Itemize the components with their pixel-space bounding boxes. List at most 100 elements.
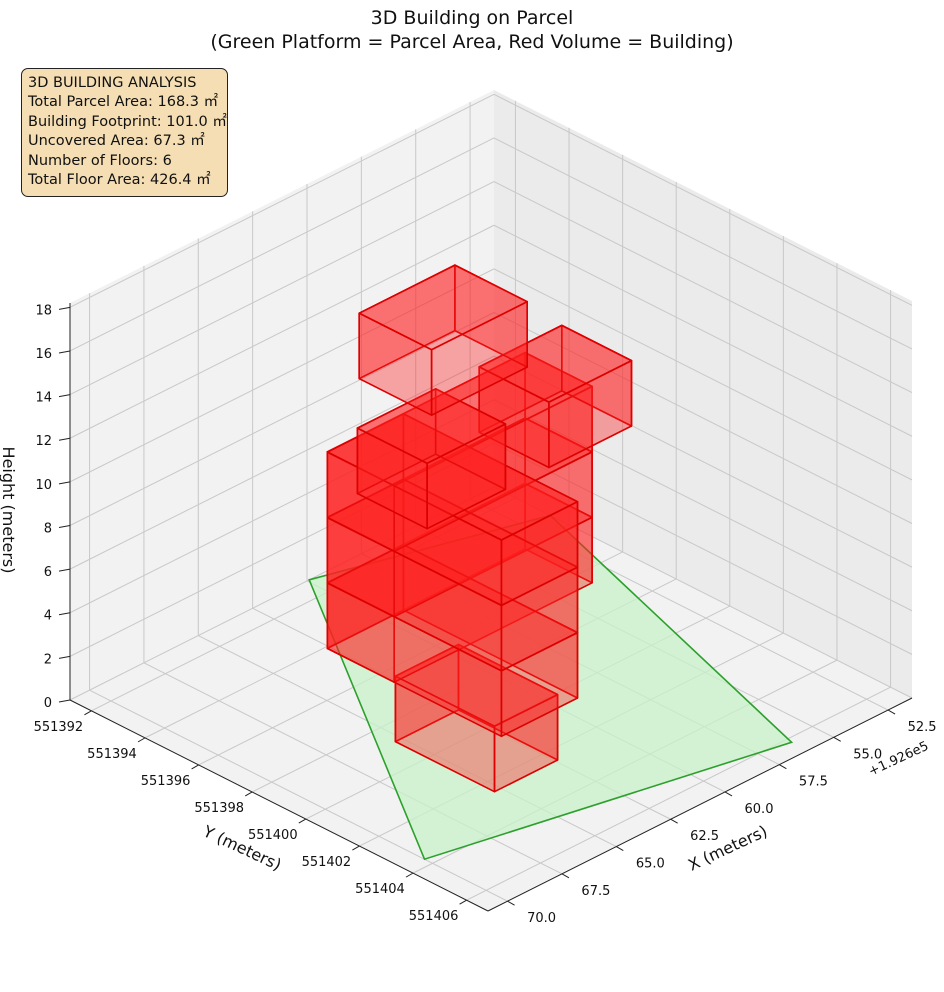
tick-marks — [58, 306, 896, 906]
block-top — [358, 264, 529, 351]
x-tick-label: 55.0 — [853, 747, 882, 762]
z-tick-label: 4 — [44, 609, 52, 624]
x-tick-label: 67.5 — [581, 884, 610, 899]
z-tick — [58, 350, 71, 354]
gridline-z-left — [69, 268, 495, 483]
y-tick — [405, 872, 414, 878]
z-tick-label: 10 — [35, 478, 52, 493]
y-tick-label: 551404 — [355, 882, 405, 897]
building-block-floor-2 — [326, 543, 579, 738]
x-tick-label: 70.0 — [527, 911, 556, 926]
z-tick-label: 2 — [44, 652, 52, 667]
x-axis-line — [487, 697, 913, 912]
x-tick — [887, 709, 896, 715]
x-tick-label: 57.5 — [799, 775, 828, 790]
y-tick — [459, 899, 467, 905]
gridline-z-right — [493, 93, 913, 306]
x-tick-label: 65.0 — [636, 857, 665, 872]
z-tick-label: 12 — [35, 434, 52, 449]
z-tick — [58, 306, 71, 310]
gridline-z-left — [69, 442, 495, 657]
infobox-line-footprint: Building Footprint: 101.0 ㎡ — [28, 113, 227, 130]
z-axis-label: Height (meters) — [0, 447, 18, 574]
y-tick — [244, 791, 253, 797]
gridline-z-right — [493, 312, 913, 524]
z-tick — [58, 612, 71, 616]
gridline-z-left — [69, 399, 495, 614]
x-tick-label: 52.5 — [908, 720, 937, 735]
gridline-z-left — [69, 93, 495, 308]
y-tick — [352, 845, 360, 851]
gridline-z-right — [493, 181, 913, 394]
x-tick-label: 62.5 — [690, 829, 719, 844]
y-tick — [191, 764, 199, 770]
gridline-z-right — [493, 224, 913, 437]
gridline-z-right — [493, 399, 913, 612]
x-tick — [724, 791, 733, 797]
y-tick-label: 551396 — [141, 774, 191, 789]
z-tick — [58, 437, 71, 441]
infobox-line-floor-area: Total Floor Area: 426.4 ㎡ — [28, 172, 211, 189]
infobox-heading: 3D BUILDING ANALYSIS — [28, 75, 197, 91]
z-tick-label: 0 — [44, 696, 52, 711]
y-tick — [298, 818, 307, 824]
building-block-floor-5-east — [478, 324, 633, 469]
gridline-x-floor — [143, 662, 563, 875]
z-tick-label: 6 — [44, 565, 52, 580]
z-tick — [58, 655, 71, 659]
z-tick-label: 18 — [35, 303, 52, 318]
y-tick-label: 551400 — [248, 828, 298, 843]
parcel-polygon — [308, 514, 794, 861]
back-left-pane — [70, 90, 494, 700]
chart-title: 3D Building on Parcel — [370, 7, 574, 29]
parcel-platform — [308, 514, 794, 861]
gridline-z-left — [69, 181, 495, 396]
x-tick-label: 60.0 — [745, 802, 774, 817]
block-top — [394, 643, 559, 728]
gridline-y-floor — [466, 686, 891, 901]
z-tick — [58, 481, 71, 485]
infobox-line-parcel-area: Total Parcel Area: 168.3 ㎡ — [28, 94, 219, 111]
infobox-line-uncovered: Uncovered Area: 67.3 ㎡ — [28, 133, 205, 150]
gridline-y-floor — [91, 497, 516, 712]
x-tick — [507, 900, 515, 906]
y-tick-label: 551394 — [87, 747, 137, 762]
gridline-z-right — [493, 268, 913, 481]
back-right-pane — [494, 90, 912, 698]
z-tick — [58, 699, 71, 703]
y-tick-label: 551406 — [409, 909, 459, 924]
gridline-x-floor — [89, 689, 508, 902]
infobox-line-floors: Number of Floors: 6 — [28, 152, 172, 169]
tick-labels: 52.555.057.560.062.565.067.570.055139255… — [34, 303, 937, 926]
z-tick — [58, 568, 71, 572]
analysis-infobox: 3D BUILDING ANALYSIS Total Parcel Area: … — [21, 68, 228, 197]
y-tick — [137, 737, 146, 743]
block-top — [478, 324, 633, 403]
z-tick — [58, 525, 71, 528]
z-tick-label: 16 — [35, 347, 52, 362]
y-axis-line — [69, 699, 489, 912]
x-tick — [779, 764, 787, 770]
building-block-floor-5 — [356, 387, 507, 530]
gridline-z-right — [493, 137, 913, 350]
y-tick-label: 551398 — [194, 801, 244, 816]
building-block-floor-1 — [394, 643, 559, 793]
building-block-floor-6 — [358, 264, 529, 417]
gridline-z-left — [69, 137, 495, 352]
gridline-z-right — [493, 486, 913, 699]
block-top — [356, 387, 507, 465]
x-tick — [833, 736, 841, 742]
gridline-z-left — [69, 224, 495, 439]
gridline-z-left — [69, 486, 495, 701]
z-tick-label: 14 — [35, 391, 52, 406]
x-tick — [616, 846, 624, 851]
z-tick-label: 8 — [44, 522, 52, 537]
y-tick — [84, 710, 92, 716]
x-tick — [561, 873, 570, 879]
gridline-z-left — [69, 355, 495, 570]
chart-subtitle: (Green Platform = Parcel Area, Red Volum… — [210, 31, 734, 53]
z-tick — [58, 394, 71, 398]
axis-lines — [69, 303, 913, 912]
